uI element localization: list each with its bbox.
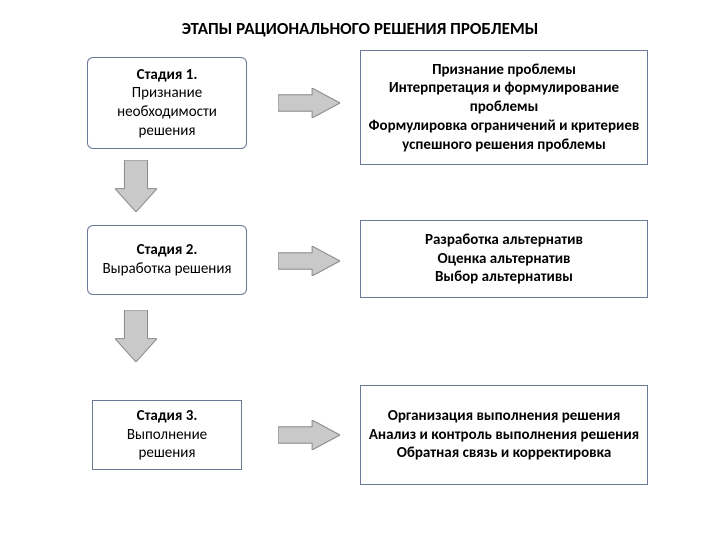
stage-2-desc-line-3: Выбор альтернативы: [435, 268, 573, 287]
stage-2-desc-line-2: Оценка альтернатив: [438, 250, 571, 269]
arrow-down-icon: [115, 310, 157, 362]
stage-1-desc-line-2: Интерпретация и формулирование проблемы: [367, 79, 641, 117]
stage-3-box: Стадия 3. Выполнение решения: [92, 400, 242, 470]
stage-2-label-rest: Выработка решения: [102, 260, 231, 279]
stage-3-desc-line-2: Анализ и контроль выполнения решения: [369, 426, 639, 445]
stage-1-desc-line-1: Признание проблемы: [432, 61, 576, 80]
stage-2-desc-line-1: Разработка альтернатив: [425, 231, 583, 250]
arrow-right-icon: [278, 88, 340, 118]
stage-2-desc: Разработка альтернатив Оценка альтернати…: [360, 220, 648, 298]
stage-1-desc: Признание проблемы Интерпретация и форму…: [360, 50, 648, 165]
stage-1-label-strong: Стадия 1.: [137, 66, 198, 85]
stage-3-desc-line-1: Организация выполнения решения: [388, 407, 621, 426]
stage-3-desc: Организация выполнения решения Анализ и …: [360, 385, 648, 485]
stage-3-label-strong: Стадия 3.: [137, 407, 198, 426]
stage-2-box: Стадия 2. Выработка решения: [87, 225, 247, 295]
page-title: ЭТАПЫ РАЦИОНАЛЬНОГО РЕШЕНИЯ ПРОБЛЕМЫ: [0, 18, 720, 39]
stage-3-label-rest: Выполнение решения: [99, 426, 235, 464]
stage-1-desc-line-3: Формулировка ограничений и критериев усп…: [367, 117, 641, 155]
arrow-right-icon: [278, 246, 340, 276]
stage-1-label-rest: Признание необходимости решения: [94, 84, 240, 140]
arrow-down-icon: [115, 160, 157, 212]
arrow-right-icon: [278, 420, 340, 450]
stage-2-label-strong: Стадия 2.: [137, 241, 198, 260]
stage-3-desc-line-3: Обратная связь и корректировка: [397, 444, 611, 463]
stage-1-box: Стадия 1. Признание необходимости решени…: [87, 57, 247, 149]
